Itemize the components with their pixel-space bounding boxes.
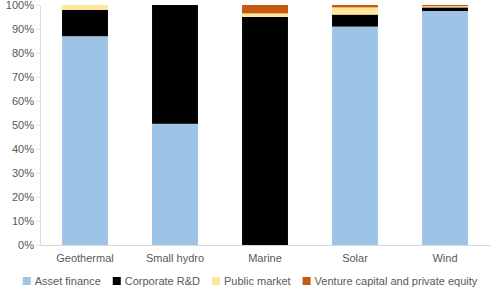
bar-segment — [242, 13, 288, 17]
legend-swatch — [113, 277, 121, 285]
tick-label: Solar — [342, 252, 368, 264]
bar-segment — [422, 6, 468, 7]
tick-mark — [37, 125, 40, 126]
legend-swatch — [212, 277, 220, 285]
series — [62, 11, 468, 245]
bar-segment — [62, 10, 108, 36]
bar-segment — [62, 36, 108, 245]
legend-item: Corporate R&D — [113, 275, 200, 287]
bar-segment — [332, 7, 378, 14]
tick-mark — [37, 197, 40, 198]
tick: 100% — [6, 0, 40, 11]
tick-label: 10% — [12, 215, 34, 227]
bar-segment — [152, 124, 198, 245]
tick-label: 40% — [12, 143, 34, 155]
tick-mark — [37, 29, 40, 30]
legend-item: Asset finance — [23, 275, 101, 287]
legend-item: Public market — [212, 275, 291, 287]
legend-swatch — [23, 277, 31, 285]
legend-label: Corporate R&D — [125, 275, 200, 287]
bar-segment — [242, 17, 288, 245]
series — [242, 5, 468, 13]
tick-label: 70% — [12, 71, 34, 83]
tick-mark — [37, 245, 40, 246]
bar-segment — [152, 5, 198, 6]
legend-label: Public market — [224, 275, 291, 287]
tick-label: Wind — [432, 252, 457, 264]
legend-label: Venture capital and private equity — [315, 275, 478, 287]
tick: Small hydro — [146, 252, 204, 264]
tick: Solar — [342, 252, 368, 264]
tick-mark — [37, 221, 40, 222]
series — [62, 5, 468, 17]
chart: 0% 10% 20% 30% 40% 50% 60% 70% 80% 90% 100% Geother… — [0, 0, 500, 290]
tick: Marine — [248, 252, 282, 264]
tick: 50% — [12, 119, 40, 131]
bar-segment — [332, 5, 378, 7]
tick-label: Geothermal — [56, 252, 113, 264]
legend: Asset finance Corporate R&D Public market V… — [23, 275, 478, 287]
x-axis: Geothermal Small hydro Marine Solar Wind — [41, 246, 491, 264]
tick: 70% — [12, 71, 40, 83]
tick: 90% — [12, 23, 40, 35]
tick: 30% — [12, 167, 40, 179]
tick: 60% — [12, 95, 40, 107]
bar-segment — [242, 5, 288, 13]
bar-segment — [422, 11, 468, 245]
y-axis: 0% 10% 20% 30% 40% 50% 60% 70% 80% 90% 100% — [6, 0, 41, 251]
tick-label: Small hydro — [146, 252, 204, 264]
tick-mark — [37, 173, 40, 174]
tick-mark — [37, 77, 40, 78]
bar-segment — [332, 15, 378, 27]
legend-item: Venture capital and private equity — [303, 275, 478, 287]
tick-label: 50% — [12, 119, 34, 131]
tick: 0% — [18, 239, 40, 251]
tick: 80% — [12, 47, 40, 59]
bar-segment — [422, 5, 468, 6]
series — [62, 5, 468, 245]
bar-segment — [152, 5, 198, 124]
legend-swatch — [303, 277, 311, 285]
bar-segment — [422, 7, 468, 11]
tick: 10% — [12, 215, 40, 227]
tick-label: 100% — [6, 0, 34, 11]
tick-label: 60% — [12, 95, 34, 107]
bars — [62, 5, 468, 245]
bar-segment — [62, 5, 108, 6]
tick-label: 20% — [12, 191, 34, 203]
tick-label: 0% — [18, 239, 34, 251]
tick-mark — [37, 5, 40, 6]
tick-mark — [37, 149, 40, 150]
bar-segment — [62, 5, 108, 10]
legend-label: Asset finance — [35, 275, 101, 287]
tick: Geothermal — [56, 252, 113, 264]
tick: Wind — [432, 252, 457, 264]
tick: 40% — [12, 143, 40, 155]
bar-segment — [152, 5, 198, 6]
tick-label: 30% — [12, 167, 34, 179]
tick-label: Marine — [248, 252, 282, 264]
tick-label: 80% — [12, 47, 34, 59]
bar-segment — [332, 27, 378, 245]
axis-line — [41, 245, 491, 246]
tick: 20% — [12, 191, 40, 203]
tick-label: 90% — [12, 23, 34, 35]
axis-line — [40, 6, 41, 246]
tick-mark — [37, 101, 40, 102]
tick-mark — [37, 53, 40, 54]
